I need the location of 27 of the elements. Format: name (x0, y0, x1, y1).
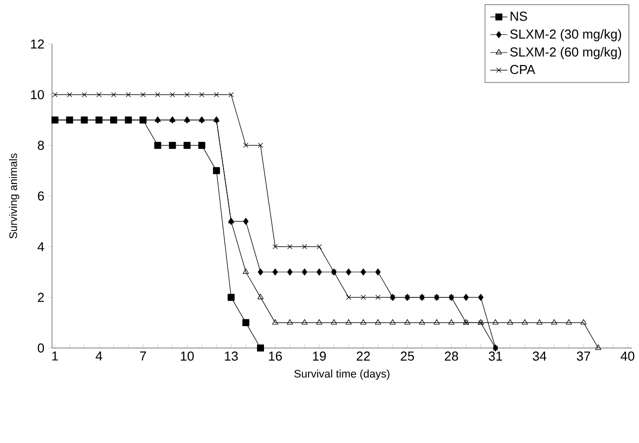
x-axis-title: Survival time (days) (294, 370, 390, 380)
x-tick-label: 19 (313, 352, 326, 361)
y-tick-label: 0 (38, 343, 44, 353)
legend-label: CPA (510, 64, 536, 74)
y-tick-label: 12 (31, 39, 44, 49)
y-tick-label: 10 (31, 90, 44, 100)
x-tick-label: 28 (444, 352, 458, 361)
x-tick-label: 4 (96, 352, 102, 360)
y-tick-label: 4 (38, 242, 44, 252)
legend-label: NS (510, 12, 528, 21)
y-tick-label: 6 (38, 191, 44, 201)
x-tick-label: 1 (52, 352, 58, 360)
x-tick-label: 31 (488, 352, 502, 361)
x-tick-label: 37 (576, 352, 590, 361)
legend-label: SLXM-2 (30 mg/kg) (510, 29, 622, 42)
y-tick-label: 2 (38, 292, 44, 302)
legend-label: SLXM-2 (60 mg/kg) (510, 47, 622, 60)
x-tick-label: 10 (180, 352, 194, 361)
x-tick-label: 34 (532, 352, 546, 361)
x-tick-label: 40 (620, 352, 634, 361)
x-tick-label: 16 (268, 352, 282, 361)
x-tick-label: 25 (400, 352, 414, 361)
x-tick-label: 13 (224, 352, 238, 361)
y-tick-label: 8 (38, 140, 44, 150)
x-tick-label: 7 (140, 352, 146, 360)
x-tick-label: 22 (356, 352, 370, 361)
y-axis-title: Surviving animals (9, 153, 20, 238)
